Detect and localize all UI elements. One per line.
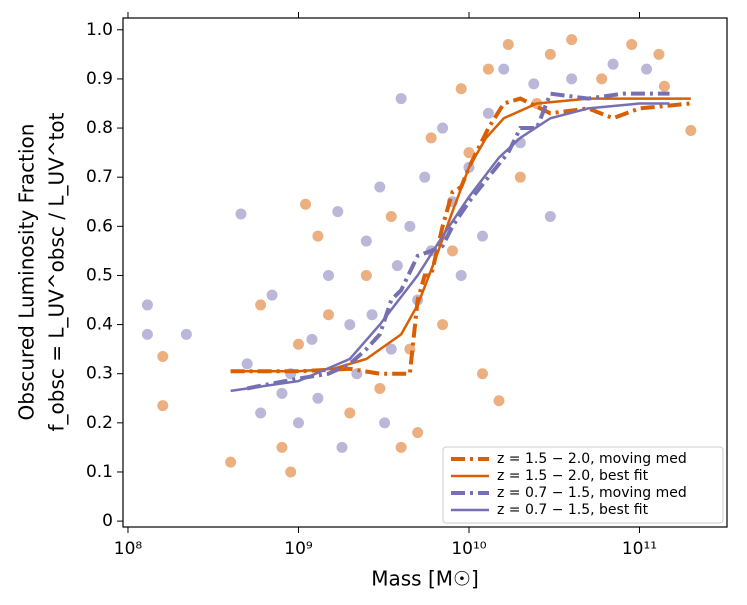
data-point bbox=[351, 368, 363, 380]
data-point bbox=[306, 333, 318, 345]
data-point bbox=[514, 171, 526, 183]
data-point bbox=[528, 78, 540, 90]
data-point bbox=[344, 319, 356, 331]
data-point bbox=[566, 34, 578, 46]
data-point bbox=[607, 58, 619, 70]
line-solid bbox=[230, 102, 670, 393]
data-point bbox=[641, 63, 653, 75]
data-point bbox=[498, 63, 510, 75]
data-point bbox=[412, 427, 424, 439]
y-tick-label: 0.7 bbox=[86, 167, 113, 187]
data-point bbox=[437, 319, 449, 331]
y-axis-label: Obscured Luminosity Fraction bbox=[15, 124, 39, 421]
y-axis-label-formula: f_obsc = L_UV^obsc / L_UV^tot bbox=[45, 112, 69, 431]
y-tick-label: 0.6 bbox=[86, 216, 113, 236]
data-point bbox=[285, 466, 297, 478]
legend-label: z = 0.7 − 1.5, moving med bbox=[497, 485, 687, 501]
data-point bbox=[395, 93, 407, 105]
data-point bbox=[360, 269, 372, 281]
data-point bbox=[332, 206, 344, 218]
data-point bbox=[300, 198, 312, 210]
data-point bbox=[180, 328, 192, 340]
data-point bbox=[255, 407, 267, 419]
data-point bbox=[374, 382, 386, 394]
data-point bbox=[374, 181, 386, 193]
data-point bbox=[266, 289, 278, 301]
data-point bbox=[566, 73, 578, 85]
data-point bbox=[446, 245, 458, 257]
data-point bbox=[225, 456, 237, 468]
line-dashed bbox=[230, 96, 692, 376]
data-point bbox=[425, 132, 437, 144]
x-tick-label: 10¹¹ bbox=[622, 539, 657, 559]
data-point bbox=[502, 39, 514, 51]
plot-area bbox=[141, 34, 697, 478]
data-point bbox=[385, 343, 397, 355]
legend-label: z = 1.5 − 2.0, moving med bbox=[497, 451, 687, 467]
data-point bbox=[312, 392, 324, 404]
data-point bbox=[476, 230, 488, 242]
data-point bbox=[455, 83, 467, 95]
x-tick-label: 10⁹ bbox=[284, 539, 313, 559]
data-point bbox=[360, 235, 372, 247]
data-point bbox=[255, 299, 267, 311]
data-point bbox=[493, 395, 505, 407]
data-point bbox=[379, 417, 391, 429]
data-point bbox=[626, 39, 638, 51]
data-point bbox=[157, 351, 169, 363]
data-point bbox=[463, 147, 475, 159]
data-point bbox=[323, 269, 335, 281]
data-point bbox=[482, 63, 494, 75]
y-tick-label: 0.3 bbox=[86, 364, 113, 384]
data-point bbox=[658, 80, 670, 92]
data-point bbox=[336, 441, 348, 453]
data-point bbox=[292, 338, 304, 350]
data-point bbox=[312, 230, 324, 242]
y-tick-label: 0.9 bbox=[86, 69, 113, 89]
line-solid bbox=[230, 97, 691, 373]
y-tick-label: 0.4 bbox=[86, 315, 113, 335]
data-point bbox=[685, 125, 697, 137]
data-point bbox=[482, 107, 494, 119]
y-tick-label: 0 bbox=[102, 511, 113, 531]
legend-box bbox=[442, 446, 724, 524]
line-dashed bbox=[246, 91, 670, 391]
y-tick-label: 0.1 bbox=[86, 462, 113, 482]
data-point bbox=[141, 328, 153, 340]
y-tick-label: 1.0 bbox=[86, 20, 113, 40]
legend-label: z = 0.7 − 1.5, best fit bbox=[497, 502, 649, 518]
data-point bbox=[419, 171, 431, 183]
x-axis-label: Mass [M☉] bbox=[371, 567, 479, 591]
data-point bbox=[141, 299, 153, 311]
legend-label: z = 1.5 − 2.0, best fit bbox=[497, 468, 649, 484]
y-tick-label: 0.5 bbox=[86, 265, 113, 285]
data-point bbox=[391, 260, 403, 272]
y-tick-label: 0.8 bbox=[86, 118, 113, 138]
data-point bbox=[235, 208, 247, 220]
data-point bbox=[544, 210, 556, 222]
data-point bbox=[455, 269, 467, 281]
data-point bbox=[157, 400, 169, 412]
data-point bbox=[596, 73, 608, 85]
data-point bbox=[292, 417, 304, 429]
data-point bbox=[276, 387, 288, 399]
data-point bbox=[404, 220, 416, 232]
data-point bbox=[276, 441, 288, 453]
data-point bbox=[344, 407, 356, 419]
x-tick-label: 10¹⁰ bbox=[451, 539, 486, 559]
data-point bbox=[476, 368, 488, 380]
data-point bbox=[544, 48, 556, 60]
data-point bbox=[653, 48, 665, 60]
data-point bbox=[437, 122, 449, 134]
y-tick-label: 0.2 bbox=[86, 413, 113, 433]
data-point bbox=[323, 309, 335, 321]
x-tick-label: 10⁸ bbox=[114, 539, 143, 559]
data-point bbox=[366, 309, 378, 321]
data-point bbox=[385, 210, 397, 222]
axes-frame bbox=[122, 17, 728, 528]
data-point bbox=[241, 358, 253, 370]
data-point bbox=[395, 441, 407, 453]
